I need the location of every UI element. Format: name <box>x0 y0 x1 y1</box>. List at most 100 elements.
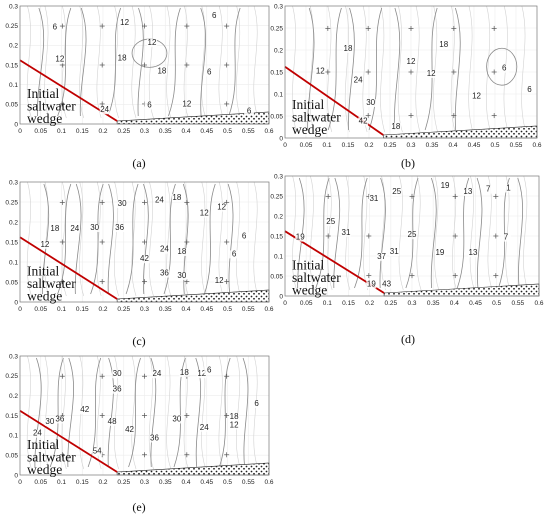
x-tick-label: 0.05 <box>300 142 313 149</box>
x-tick-label: 0 <box>283 142 287 149</box>
x-tick-label: 0.2 <box>364 142 373 149</box>
contour-label: 12 <box>182 99 191 108</box>
x-tick-label: 0.4 <box>448 142 457 149</box>
x-tick-label: 0.3 <box>140 306 149 313</box>
isoline <box>67 357 74 468</box>
contour-label: 54 <box>93 447 102 456</box>
isoline <box>173 357 186 468</box>
contour-label: 7 <box>504 233 509 242</box>
panel-caption: (c) <box>132 334 145 348</box>
x-tick-label: 0.15 <box>76 306 89 313</box>
x-tick-label: 0.35 <box>159 306 172 313</box>
x-tick-label: 0.5 <box>490 142 499 149</box>
contour-label: 36 <box>113 385 122 394</box>
y-tick-label: 0.3 <box>274 3 283 10</box>
isoline <box>424 7 438 131</box>
impermeable-strip <box>382 125 538 139</box>
isoline <box>242 357 249 468</box>
contour-label: 48 <box>108 417 117 426</box>
saltwater-wedge-line <box>19 236 118 300</box>
x-tick-label: 0.6 <box>532 142 541 149</box>
x-tick-label: 0.15 <box>76 479 89 486</box>
x-tick-label: 0 <box>18 479 22 486</box>
x-tick-label: 0.05 <box>34 479 47 486</box>
contour-label: 12 <box>217 203 226 212</box>
x-tick-label: 0.45 <box>200 128 213 135</box>
isoline <box>228 7 241 117</box>
x-tick-label: 0 <box>18 128 22 135</box>
isoline <box>79 7 87 117</box>
x-tick-label: 0.45 <box>468 142 481 149</box>
isoline <box>517 177 523 289</box>
x-tick-label: 0.35 <box>426 142 439 149</box>
x-tick-label: 0.3 <box>140 479 149 486</box>
contour-label: 24 <box>152 369 161 378</box>
contour-label: 6 <box>53 23 58 32</box>
contour-label: 24 <box>70 224 79 233</box>
y-tick-label: 0 <box>14 121 18 128</box>
y-tick-label: 0.2 <box>9 393 18 400</box>
x-tick-label: 0.4 <box>181 479 190 486</box>
x-tick-label: 0.6 <box>534 300 543 307</box>
isoline <box>87 357 102 468</box>
plot-frame <box>19 355 270 476</box>
contour-label: 18 <box>439 40 448 49</box>
isoline <box>49 357 64 468</box>
y-tick-label: 0.15 <box>270 69 283 76</box>
y-tick-label: 0.15 <box>5 62 18 69</box>
x-tick-label: 0.15 <box>76 128 89 135</box>
contour-label: 19 <box>435 248 444 257</box>
contour-label: 18 <box>172 193 181 202</box>
x-tick-label: 0.35 <box>427 300 440 307</box>
contour-label: 24 <box>354 76 363 85</box>
contour-label: 24 <box>33 429 42 438</box>
contour-label: 30 <box>45 417 54 426</box>
contour-label: 12 <box>215 276 224 285</box>
contour-label: 24 <box>160 245 169 254</box>
contour-label: 19 <box>441 181 450 190</box>
x-tick-label: 0.05 <box>34 306 47 313</box>
contour-label: 36 <box>150 433 159 442</box>
x-tick-label: 0.6 <box>264 306 273 313</box>
y-tick-label: 0.25 <box>5 23 18 30</box>
y-tick-label: 0.3 <box>274 173 283 180</box>
isoline-loop <box>486 47 518 86</box>
contour-label: 12 <box>316 66 325 75</box>
x-tick-label: 0.1 <box>57 128 66 135</box>
contour-label: 13 <box>469 248 478 257</box>
y-tick-label: 0.05 <box>5 279 18 286</box>
y-tick-label: 0.2 <box>9 43 18 50</box>
isoline <box>430 177 437 289</box>
contour-label: 12 <box>55 54 64 63</box>
isoline <box>200 7 206 117</box>
panel-caption: (a) <box>132 156 145 170</box>
contour-label: 36 <box>55 414 64 423</box>
isoline <box>327 7 342 131</box>
plot-frame <box>284 5 538 139</box>
contour-label: 18 <box>118 53 127 62</box>
isoline <box>297 177 305 289</box>
x-tick-label: 0.1 <box>57 479 66 486</box>
contour-label: 12 <box>407 57 416 66</box>
plot-frame <box>284 175 540 297</box>
wedge-label: Initial saltwater wedge <box>27 437 76 477</box>
y-tick-label: 0.25 <box>5 373 18 380</box>
y-tick-label: 0.25 <box>5 199 18 206</box>
y-tick-label: 0.1 <box>274 253 283 260</box>
panel-caption: (e) <box>132 500 145 514</box>
isoline <box>168 7 181 117</box>
x-tick-label: 0 <box>18 306 22 313</box>
x-tick-label: 0.1 <box>323 300 332 307</box>
y-tick-label: 0.05 <box>270 273 283 280</box>
contour-label: 31 <box>369 194 378 203</box>
contour-label: 6 <box>232 249 237 258</box>
x-tick-label: 0.1 <box>322 142 331 149</box>
panel-b: 0.3 0.25 0.2 0.15 0.1 0.05 00 0.05 0.1 0.15 0.2 0.2… <box>270 3 542 170</box>
y-tick-label: 0.1 <box>9 82 18 89</box>
x-tick-label: 0.6 <box>264 479 273 486</box>
panel-a: 0.3 0.25 0.2 0.15 0.1 0.05 00 0.05 0.1 0.15 0.2 0.2… <box>5 3 274 170</box>
contour-label: 13 <box>463 187 472 196</box>
x-tick-label: 0.35 <box>159 479 172 486</box>
contour-label: 36 <box>115 223 124 232</box>
x-tick-label: 0.25 <box>384 142 397 149</box>
